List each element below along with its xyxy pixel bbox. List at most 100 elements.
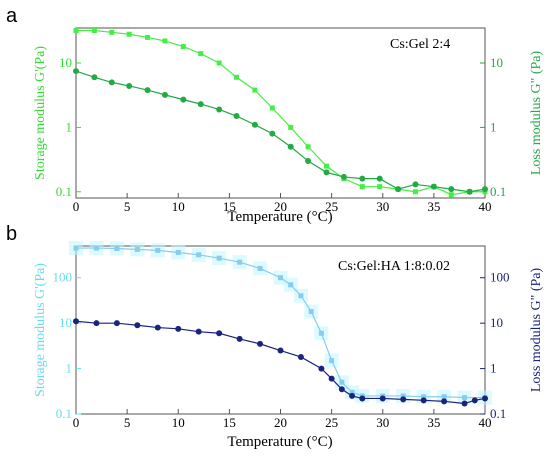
data-point-storage: [412, 189, 418, 195]
data-point-loss: [482, 186, 488, 193]
data-point-loss: [400, 396, 407, 403]
data-point-storage: [73, 28, 79, 34]
data-point-storage: [196, 252, 202, 258]
x-tick-label: 5: [124, 415, 131, 430]
right-y-tick-label: 10: [490, 315, 503, 330]
data-point-storage: [216, 60, 222, 66]
panel-a-x-axis-label: Temperature (°C): [227, 209, 332, 225]
x-tick-label: 15: [223, 199, 236, 214]
data-point-loss: [376, 175, 383, 182]
data-point-storage: [324, 163, 330, 169]
data-point-loss: [195, 328, 202, 335]
x-tick-label: 10: [172, 415, 185, 430]
data-point-loss: [257, 340, 264, 347]
panel-a-right-y-axis-label: Loss modulus G" (Pa): [529, 51, 544, 176]
data-point-loss: [113, 320, 120, 327]
data-point-storage: [305, 144, 311, 150]
data-point-storage: [114, 246, 120, 252]
right-y-tick-label: 0.1: [490, 184, 506, 199]
right-y-tick-label: 10: [490, 55, 503, 70]
x-tick-label: 0: [73, 415, 80, 430]
data-point-storage: [441, 394, 447, 400]
panel-b: b 0 5 10 15 20 25 30 35 40 100 10 1 0.1 100 10 1 0.1 C…: [6, 223, 544, 450]
data-point-storage: [237, 259, 243, 265]
series-line-loss: [75, 70, 486, 193]
data-point-storage: [126, 31, 132, 37]
data-point-loss: [73, 318, 79, 325]
left-y-tick-label: 0.1: [56, 406, 72, 421]
data-point-loss: [197, 101, 204, 108]
data-point-storage: [329, 358, 335, 364]
data-point-loss: [349, 392, 356, 399]
data-point-loss: [466, 188, 473, 195]
data-point-loss: [233, 113, 240, 120]
data-point-loss: [236, 335, 243, 342]
data-point-loss: [161, 91, 168, 98]
panel-b-left-y-axis-label: Storage modulus G'(Pa): [33, 263, 48, 397]
panel-a-plot-frame: [75, 27, 486, 199]
data-point-loss: [340, 173, 347, 180]
data-point-storage: [234, 74, 240, 80]
data-point-storage: [448, 192, 454, 198]
data-point-loss: [359, 395, 366, 402]
data-point-loss: [297, 353, 304, 360]
series-line-storage: [76, 29, 485, 196]
data-point-storage: [278, 275, 283, 281]
left-y-tick-label: 100: [53, 270, 73, 285]
data-point-storage: [318, 330, 324, 336]
data-point-storage: [155, 247, 161, 253]
data-point-storage: [145, 34, 151, 40]
data-point-storage: [198, 51, 204, 57]
data-point-loss: [323, 169, 330, 176]
data-point-storage: [252, 87, 258, 93]
data-point-loss: [420, 397, 427, 404]
data-point-storage: [109, 29, 115, 35]
data-point-loss: [328, 375, 335, 382]
right-y-tick-label: 0.1: [490, 406, 506, 421]
panel-b-annotation: Cs:Gel:HA 1:8:0.02: [338, 259, 450, 274]
data-point-loss: [471, 397, 478, 404]
panel-b-x-axis-label: Temperature (°C): [227, 434, 332, 450]
data-point-loss: [134, 322, 141, 329]
x-tick-label: 20: [274, 199, 287, 214]
data-point-storage: [349, 389, 355, 395]
left-y-tick-label: 1: [66, 361, 73, 376]
data-point-loss: [93, 320, 100, 327]
data-point-loss: [216, 330, 223, 337]
data-point-loss: [91, 74, 98, 81]
data-point-loss: [461, 400, 468, 407]
data-point-storage: [462, 395, 468, 401]
x-tick-label: 15: [223, 415, 236, 430]
panel-a-right-y-ticks: 10 1 0.1: [480, 55, 506, 199]
panel-a-left-y-ticks: 10 1 0.1: [56, 55, 81, 199]
left-y-tick-label: 10: [59, 55, 72, 70]
panel-b-right-y-axis-label: Loss modulus G" (Pa): [529, 268, 544, 393]
data-point-storage: [298, 293, 304, 299]
x-tick-label: 5: [124, 199, 131, 214]
data-point-loss: [287, 143, 294, 150]
data-point-loss: [441, 398, 448, 405]
data-point-loss: [318, 365, 325, 372]
panel-b-series: [69, 241, 492, 407]
left-y-tick-label: 10: [59, 315, 72, 330]
panel-a-annotation: Cs:Gel 2:4: [390, 37, 450, 52]
data-point-storage: [91, 28, 97, 34]
data-point-storage: [288, 282, 294, 288]
data-point-loss: [269, 130, 276, 137]
data-point-loss: [180, 96, 187, 103]
data-point-loss: [430, 183, 437, 190]
x-tick-label: 25: [325, 199, 338, 214]
x-tick-label: 30: [376, 199, 389, 214]
data-point-loss: [277, 347, 284, 354]
panel-a-x-ticks: 0 5 10 15 20 25 30 35 40: [73, 193, 492, 214]
panel-b-right-y-ticks: 100 10 1 0.1: [480, 270, 510, 421]
panel-b-label: b: [6, 223, 17, 245]
data-point-loss: [216, 106, 223, 113]
panel-a-left-y-axis-label: Storage modulus G'(Pa): [33, 46, 48, 180]
data-point-storage: [339, 379, 345, 385]
x-tick-label: 40: [479, 199, 492, 214]
data-point-loss: [108, 79, 115, 86]
panel-a: a 0 5 10 15 20 25 30 35 40 10 1 0.1 10 1 0.1 Cs:Gel …: [6, 5, 544, 225]
left-y-tick-label: 1: [66, 119, 73, 134]
data-point-storage: [216, 255, 222, 261]
